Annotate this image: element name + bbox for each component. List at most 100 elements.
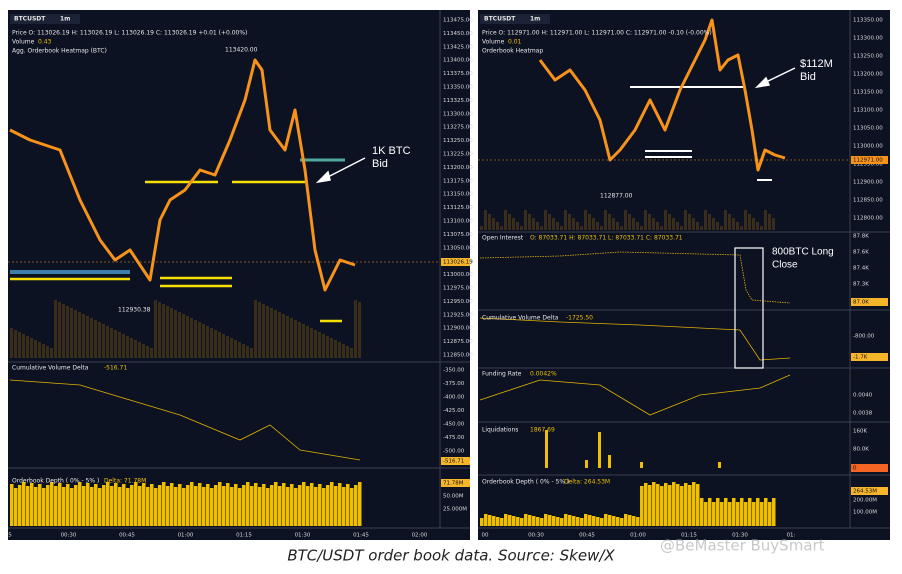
depth-bar: [198, 483, 202, 526]
volume-bar: [158, 302, 161, 358]
time-label: 01:: [787, 533, 796, 539]
volume-bar: [676, 222, 679, 230]
low-label: 112930.38: [118, 307, 151, 314]
axis-label: 112925.00: [443, 312, 473, 318]
volume-bar: [656, 222, 659, 230]
volume-bar: [154, 300, 157, 358]
depth-bar: [174, 487, 178, 526]
volume-bar: [270, 308, 273, 358]
axis-label: 0.0038: [853, 411, 873, 417]
volume-bar: [696, 222, 699, 230]
depth-bar: [572, 516, 576, 526]
volume-bar: [274, 310, 277, 358]
volume-bar: [78, 312, 81, 358]
volume-bar: [724, 210, 727, 230]
axis-label: 25.000M: [443, 507, 467, 513]
volume-bar: [206, 326, 209, 358]
axis-label: -425.00: [443, 408, 465, 414]
depth-bar: [652, 482, 656, 526]
depth-bar: [744, 502, 748, 526]
depth-bar: [712, 502, 716, 526]
time-label: 00: [482, 533, 489, 539]
cvd-value: -516.71: [104, 365, 127, 372]
volume-bar: [620, 226, 623, 230]
depth-bar: [194, 486, 198, 526]
price-tag-text: -1.7K: [853, 355, 868, 361]
depth-bar: [274, 482, 278, 526]
volume-bar: [198, 322, 201, 358]
volume-bar: [496, 222, 499, 230]
depth-bar: [222, 486, 226, 526]
depth-bar: [250, 486, 254, 526]
volume-bar: [62, 304, 65, 358]
volume-bar: [54, 300, 57, 358]
volume-bar: [488, 214, 491, 230]
depth-bar: [724, 498, 728, 526]
price-line: [538, 18, 786, 172]
volume-bar: [310, 328, 313, 358]
depth-bar: [354, 485, 358, 526]
volume-bar: [520, 226, 523, 230]
axis-label: 112950.00: [853, 162, 883, 168]
volume-bar: [70, 308, 73, 358]
depth-bar: [62, 487, 66, 526]
price-tag-text: 113026.19: [443, 260, 473, 266]
volume-bar: [504, 210, 507, 230]
time-label: 01:30: [295, 533, 311, 539]
price-tag-text: 0: [853, 466, 857, 472]
price-tag: [441, 457, 470, 465]
depth-bar: [158, 485, 162, 526]
depth-bar: [704, 502, 708, 526]
axis-label: 113350.00: [853, 18, 883, 24]
axis-label: 112900.00: [853, 180, 883, 186]
axis-label: 200.00M: [853, 498, 877, 504]
depth-bar: [640, 486, 644, 526]
volume-bar: [218, 332, 221, 358]
volume-bar: [716, 222, 719, 230]
depth-bar: [42, 488, 46, 526]
depth-bar: [756, 498, 760, 526]
volume-bar: [50, 348, 53, 358]
depth-bar: [716, 498, 720, 526]
annotation: Bid: [800, 71, 816, 83]
depth-bar: [548, 515, 552, 526]
depth-bar: [484, 514, 488, 526]
axis-label: 113175.00: [443, 178, 473, 184]
depth-bar: [672, 482, 676, 526]
depth-bar: [612, 516, 616, 526]
volume-bar: [242, 344, 245, 358]
time-label: 01:00: [630, 533, 646, 539]
depth-bar: [18, 485, 22, 526]
axis-label: 113200.00: [443, 165, 473, 171]
depth-bar: [202, 487, 206, 526]
volume-bar: [600, 226, 603, 230]
depth-bar: [516, 517, 520, 526]
depth-bar: [242, 485, 246, 526]
depth-bar: [656, 484, 660, 526]
depth-bar: [556, 517, 560, 526]
axis-label: 112850.00: [443, 353, 473, 359]
depth-bar: [94, 484, 98, 526]
axis-label: 113350.00: [443, 85, 473, 91]
volume-bars: [10, 210, 775, 358]
depth-bar: [636, 517, 640, 526]
liquidations-label: Liquidations: [482, 427, 518, 434]
volume-bar: [114, 330, 117, 358]
volume-bar: [14, 330, 17, 358]
depth-bar: [342, 487, 346, 526]
volume-bar: [102, 324, 105, 358]
price-tag: [851, 298, 888, 306]
depth-bar: [508, 515, 512, 526]
axis-label: 113100.00: [443, 219, 473, 225]
annotation: Close: [772, 260, 798, 271]
depth-bar: [772, 498, 776, 526]
depth-bar: [338, 483, 342, 526]
heatmap-label: Agg. Orderbook Heatmap (BTC): [12, 48, 107, 55]
volume-bar: [708, 214, 711, 230]
depth-bar: [644, 483, 648, 526]
volume-bar: [350, 348, 353, 358]
depth-bar: [166, 486, 170, 526]
axis-label: 113125.00: [443, 205, 473, 211]
depth-bar: [30, 483, 34, 526]
depth-bar: [230, 487, 234, 526]
